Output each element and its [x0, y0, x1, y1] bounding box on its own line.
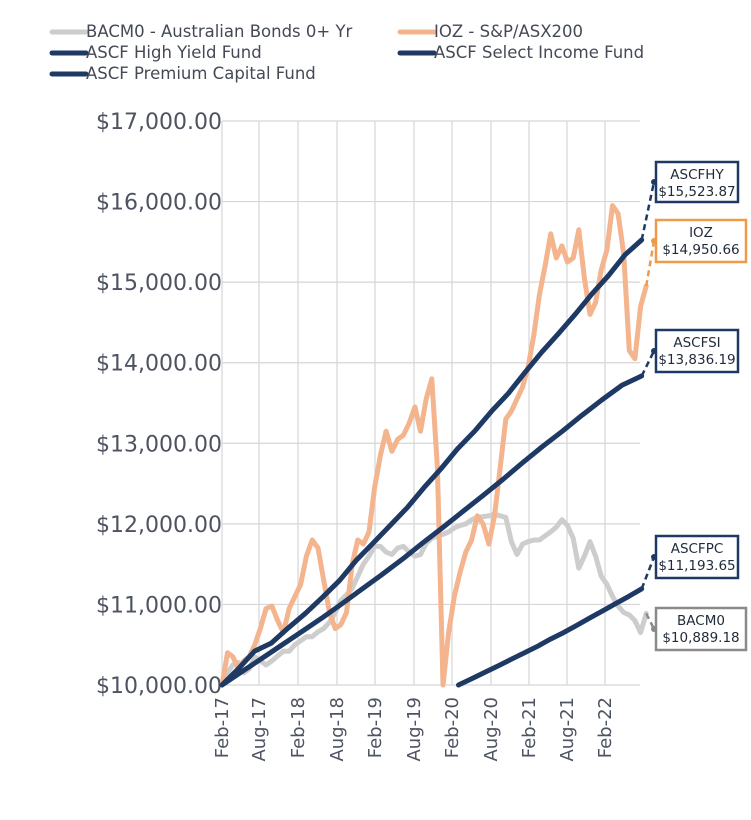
callout-label: ASCFHY — [670, 167, 724, 183]
series-line-bacm0-australian-bonds-0-yr — [219, 511, 649, 688]
x-tick-label: Aug-17 — [249, 697, 270, 762]
callout-box — [654, 160, 740, 204]
callout-leader-line — [640, 556, 656, 590]
legend-label: BACM0 - Australian Bonds 0+ Yr — [86, 22, 353, 41]
callout-value: $15,523.87 — [658, 184, 735, 200]
callout-leader-line — [644, 240, 656, 287]
x-tick-label: Aug-20 — [481, 697, 502, 762]
callout-box — [654, 328, 740, 374]
end-value-callouts: ASCFHY$15,523.87 IOZ$14,950.66 ASCFSI$13,8… — [640, 160, 748, 652]
y-tick-label: $13,000.00 — [96, 432, 222, 457]
series-line-ascf-premium-capital-fund — [456, 586, 645, 688]
callout-value: $13,836.19 — [658, 352, 735, 368]
y-tick-label: $15,000.00 — [96, 271, 222, 296]
x-tick-label: Feb-18 — [288, 697, 309, 758]
chart-legend: BACM0 - Australian Bonds 0+ Yr IOZ - S&P/… — [49, 22, 644, 83]
legend-label: IOZ - S&P/ASX200 — [434, 22, 583, 41]
series-line-ioz-s-p-asx200 — [219, 203, 649, 688]
x-tick-label: Aug-18 — [327, 697, 348, 762]
callout-label: ASCFPC — [671, 541, 724, 557]
legend-label: ASCF Premium Capital Fund — [86, 64, 316, 83]
callout-label: BACM0 — [677, 613, 725, 629]
x-axis-tick-labels: Feb-17 Aug-17 Feb-18 Aug-18 Feb-19 Aug-19 Feb-… — [212, 697, 616, 762]
callout-value: $10,889.18 — [662, 630, 739, 646]
callout-box — [654, 534, 740, 580]
y-tick-label: $14,000.00 — [96, 352, 222, 377]
callout-box — [654, 218, 748, 264]
x-tick-label: Feb-19 — [365, 697, 386, 758]
y-tick-label: $10,000.00 — [96, 674, 222, 699]
x-tick-label: Feb-20 — [442, 697, 463, 758]
y-axis-tick-labels: $10,000.00 $11,000.00 $12,000.00 $13,000.00… — [96, 110, 222, 699]
y-tick-label: $16,000.00 — [96, 191, 222, 216]
callout-label: ASCFSI — [673, 335, 720, 351]
callout-leader-line — [640, 350, 656, 377]
series-line-ascf-high-yield-fund — [219, 237, 645, 688]
x-tick-label: Feb-21 — [519, 697, 540, 758]
callout-box — [654, 606, 748, 652]
y-tick-label: $17,000.00 — [96, 110, 222, 135]
x-tick-label: Feb-17 — [212, 697, 233, 758]
legend-label: ASCF Select Income Fund — [434, 43, 644, 62]
series-line-ascf-select-income-fund — [219, 373, 645, 688]
callout-leader-line — [640, 181, 656, 241]
y-tick-label: $12,000.00 — [96, 513, 222, 538]
legend-label: ASCF High Yield Fund — [86, 43, 262, 62]
x-tick-label: Aug-19 — [404, 697, 425, 762]
y-tick-label: $11,000.00 — [96, 593, 222, 618]
callout-value: $11,193.65 — [658, 558, 735, 574]
x-tick-label: Feb-22 — [595, 697, 616, 758]
x-tick-label: Aug-21 — [557, 697, 578, 762]
chart-gridlines — [221, 120, 640, 686]
callout-label: IOZ — [689, 225, 713, 241]
callout-value: $14,950.66 — [662, 242, 739, 258]
chart-series-lines — [219, 203, 649, 688]
